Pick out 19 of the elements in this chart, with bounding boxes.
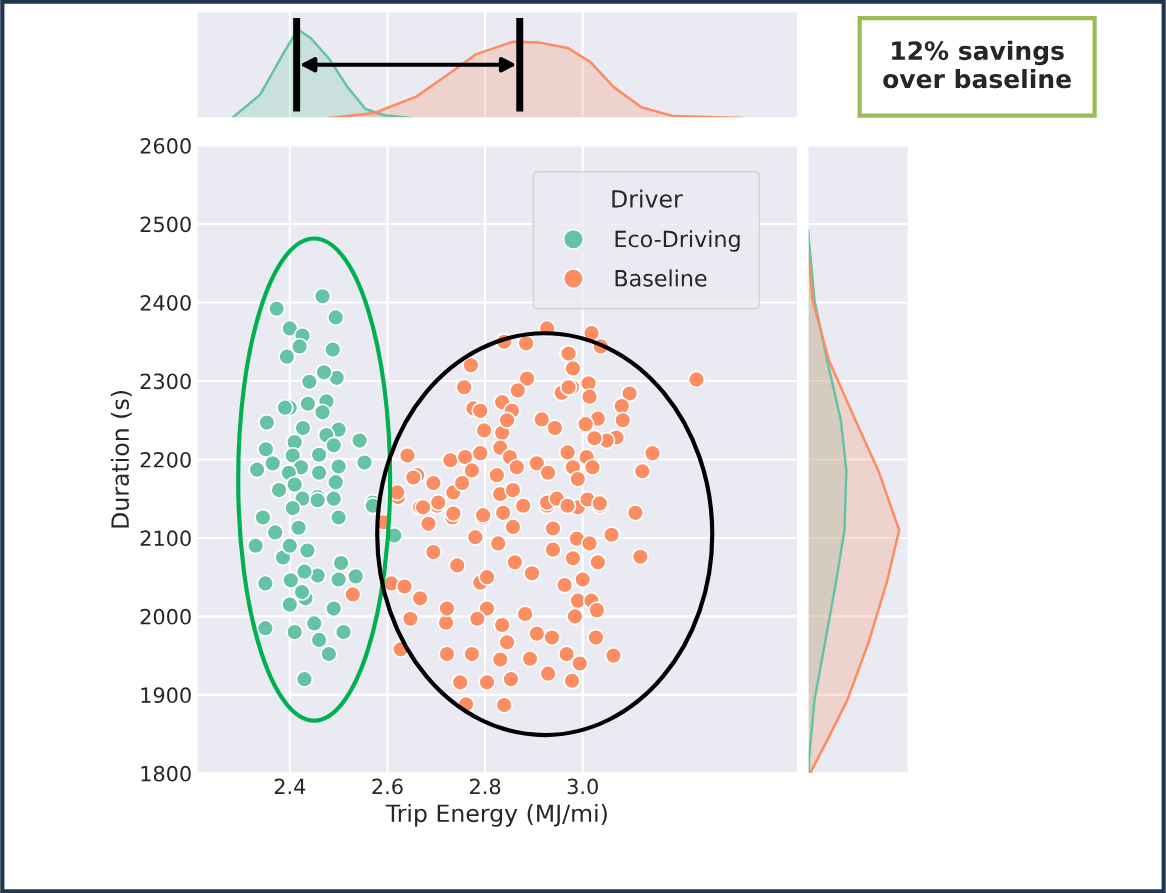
legend-label: Baseline: [615, 269, 707, 287]
x-tick-label: 3.0: [567, 778, 598, 795]
y-tick-label: 2500: [140, 216, 191, 233]
y-tick-label: 2200: [140, 451, 191, 468]
x-tick-label: 2.6: [372, 778, 403, 795]
legend-label: Eco-Driving: [615, 230, 740, 252]
x-axis-title: Trip Energy (MJ/mi): [385, 803, 607, 827]
y-tick-label: 2000: [140, 608, 191, 625]
y-tick-label: 2400: [140, 294, 191, 311]
y-tick-label: 2600: [140, 138, 191, 154]
x-tick-label: 2.4: [274, 778, 306, 795]
y-axis-title: Duration (s): [110, 391, 132, 528]
y-tick-label: 2100: [140, 530, 191, 547]
y-tick-label: 1800: [141, 765, 191, 782]
x-tick-label: 2.8: [470, 778, 501, 795]
text: 12% savings over baseline: [883, 40, 1071, 89]
y-tick-label: 1900: [141, 687, 191, 704]
y-tick-label: 2300: [140, 373, 191, 390]
legend-title: Driver: [612, 189, 683, 208]
